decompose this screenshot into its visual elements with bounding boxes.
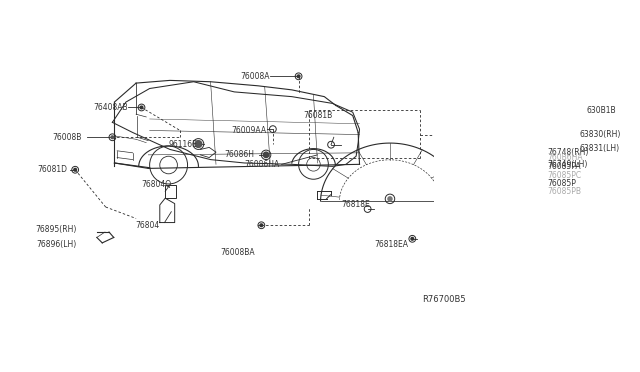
Circle shape <box>195 141 202 147</box>
Text: 76081D: 76081D <box>37 165 67 174</box>
Circle shape <box>74 169 77 171</box>
Text: 76818EA: 76818EA <box>374 240 408 249</box>
Text: 76895(RH): 76895(RH) <box>35 225 77 234</box>
Circle shape <box>388 197 392 201</box>
Text: 63831(LH): 63831(LH) <box>580 144 620 153</box>
Circle shape <box>297 75 300 78</box>
Text: 76818E: 76818E <box>341 201 370 209</box>
Text: 76086HA: 76086HA <box>244 160 280 169</box>
Text: 76009AA: 76009AA <box>231 126 266 135</box>
Circle shape <box>260 224 262 227</box>
Circle shape <box>503 162 511 170</box>
Text: 76804Q: 76804Q <box>141 180 172 189</box>
Text: 76085P: 76085P <box>548 179 577 188</box>
Text: 76085PA: 76085PA <box>548 162 581 171</box>
Text: 63830(RH): 63830(RH) <box>580 130 621 139</box>
Text: 96116E: 96116E <box>168 140 197 148</box>
Text: 76008B: 76008B <box>52 133 82 142</box>
Text: 76408AB: 76408AB <box>93 103 128 112</box>
Text: 76008BA: 76008BA <box>220 248 255 257</box>
Text: 76804: 76804 <box>136 221 160 230</box>
Text: 76896(LH): 76896(LH) <box>36 240 77 249</box>
Circle shape <box>140 106 143 109</box>
Circle shape <box>552 109 559 116</box>
Text: 760B6HA: 760B6HA <box>548 153 583 162</box>
Text: 76081B: 76081B <box>303 111 332 120</box>
Text: 630B1B: 630B1B <box>586 106 616 115</box>
Text: 76086H: 76086H <box>224 150 254 159</box>
Text: 76085PC: 76085PC <box>548 171 582 180</box>
Text: 76085PB: 76085PB <box>548 187 582 196</box>
Text: 76748(RH): 76748(RH) <box>548 148 589 157</box>
Text: 76749(LH): 76749(LH) <box>548 160 588 169</box>
Circle shape <box>411 237 413 240</box>
Circle shape <box>264 152 269 158</box>
Circle shape <box>111 136 114 139</box>
Text: 76008A: 76008A <box>241 72 270 81</box>
Text: R76700B5: R76700B5 <box>422 295 465 304</box>
